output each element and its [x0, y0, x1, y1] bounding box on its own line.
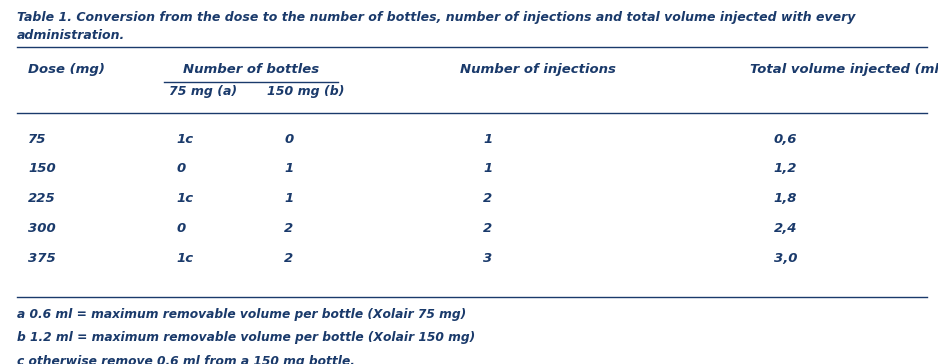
Text: 75: 75	[28, 132, 47, 146]
Text: Number of bottles: Number of bottles	[183, 63, 319, 76]
Text: 375: 375	[28, 252, 56, 265]
Text: 3,0: 3,0	[774, 252, 797, 265]
Text: 1,8: 1,8	[774, 192, 797, 205]
Text: 150 mg (b): 150 mg (b)	[267, 85, 345, 98]
Text: 3: 3	[483, 252, 492, 265]
Text: 0: 0	[284, 132, 294, 146]
Text: 2: 2	[483, 192, 492, 205]
Text: 1: 1	[284, 192, 294, 205]
Text: 225: 225	[28, 192, 56, 205]
Text: 1: 1	[284, 162, 294, 175]
Text: administration.: administration.	[17, 29, 125, 42]
Text: Table 1. Conversion from the dose to the number of bottles, number of injections: Table 1. Conversion from the dose to the…	[17, 11, 855, 24]
Text: 0: 0	[176, 222, 186, 235]
Text: 150: 150	[28, 162, 56, 175]
Text: 2: 2	[284, 252, 294, 265]
Text: 1c: 1c	[176, 192, 193, 205]
Text: 0: 0	[176, 162, 186, 175]
Text: c otherwise remove 0.6 ml from a 150 mg bottle.: c otherwise remove 0.6 ml from a 150 mg …	[17, 355, 355, 364]
Text: b 1.2 ml = maximum removable volume per bottle (Xolair 150 mg): b 1.2 ml = maximum removable volume per …	[17, 331, 476, 344]
Text: Number of injections: Number of injections	[460, 63, 615, 76]
Text: 1c: 1c	[176, 132, 193, 146]
Text: a 0.6 ml = maximum removable volume per bottle (Xolair 75 mg): a 0.6 ml = maximum removable volume per …	[17, 308, 466, 321]
Text: 1: 1	[483, 132, 492, 146]
Text: 75 mg (a): 75 mg (a)	[169, 85, 237, 98]
Text: 300: 300	[28, 222, 56, 235]
Text: 0,6: 0,6	[774, 132, 797, 146]
Text: Total volume injected (ml): Total volume injected (ml)	[750, 63, 938, 76]
Text: 2,4: 2,4	[774, 222, 797, 235]
Text: 1: 1	[483, 162, 492, 175]
Text: 2: 2	[483, 222, 492, 235]
Text: 2: 2	[284, 222, 294, 235]
Text: 1c: 1c	[176, 252, 193, 265]
Text: 1,2: 1,2	[774, 162, 797, 175]
Text: Dose (mg): Dose (mg)	[28, 63, 105, 76]
